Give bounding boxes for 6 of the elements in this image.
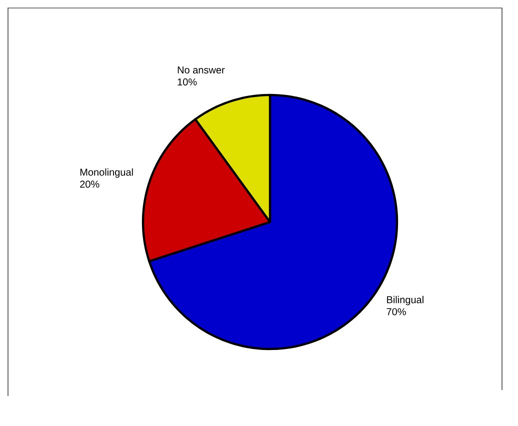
data-label: 10% xyxy=(178,78,197,86)
data-label: 20% xyxy=(80,180,100,188)
slice-label: No answer xyxy=(178,66,225,74)
slice-label: Bilingual xyxy=(387,296,424,306)
data-label: 70% xyxy=(386,308,406,316)
slice-label: Monolingual xyxy=(80,168,133,178)
